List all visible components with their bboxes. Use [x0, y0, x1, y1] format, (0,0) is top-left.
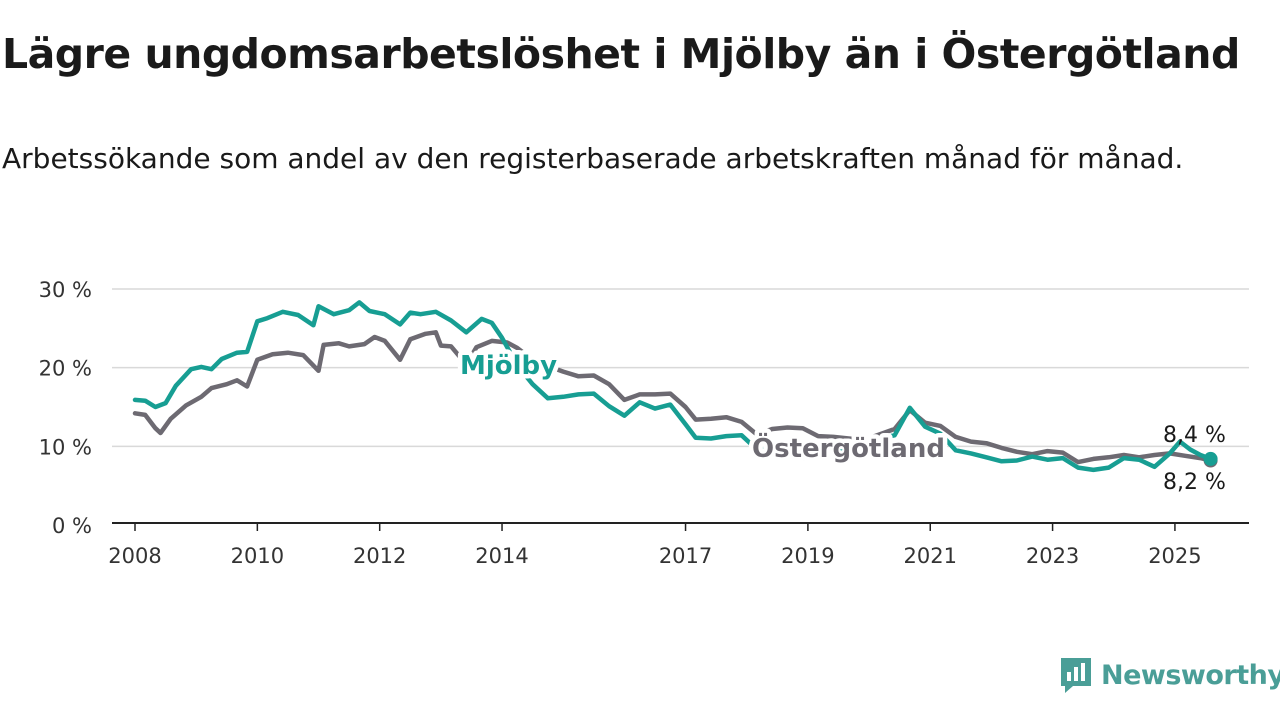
chart-title: Lägre ungdomsarbetslöshet i Mjölby än i … — [2, 30, 1240, 78]
chart-subtitle: Arbetssökande som andel av den registerb… — [2, 142, 1184, 175]
x-tick-label: 2014 — [475, 544, 528, 568]
y-tick-label: 0 % — [52, 514, 92, 538]
y-gridlines — [112, 288, 1249, 448]
x-tick-label: 2023 — [1026, 544, 1079, 568]
y-tick-label: 30 % — [39, 278, 92, 302]
newsworthy-logo-icon — [1061, 658, 1091, 693]
end-marker-mjlby — [1203, 451, 1218, 466]
x-axis-ticks: 2008 2010 2012 2014 2017 2019 2021 2023 2025 — [108, 523, 1202, 568]
end-markers — [1203, 451, 1218, 468]
series-line-mjlby — [132, 300, 1213, 473]
series-line-stergtland — [132, 330, 1213, 465]
series-lines — [132, 300, 1213, 473]
x-tick-label: 2008 — [108, 544, 161, 568]
end-labels: 8,4 % 8,2 % — [1163, 423, 1226, 495]
y-tick-label: 20 % — [39, 357, 92, 381]
x-tick-label: 2019 — [781, 544, 834, 568]
y-tick-label: 10 % — [39, 435, 92, 459]
series-labels: Mjölby Östergötland — [456, 347, 950, 469]
newsworthy-logo: Newsworthy — [1059, 654, 1280, 696]
series-label-mjolby: Mjölby — [460, 351, 557, 381]
newsworthy-logo-text: Newsworthy — [1101, 659, 1280, 691]
x-tick-label: 2025 — [1148, 544, 1201, 568]
x-tick-label: 2017 — [659, 544, 712, 568]
y-axis-ticks: 0 % 10 % 20 % 30 % — [39, 278, 92, 538]
x-tick-label: 2021 — [904, 544, 957, 568]
x-tick-label: 2010 — [231, 544, 284, 568]
end-label-mjolby: 8,4 % — [1163, 423, 1226, 448]
end-label-ostergotland: 8,2 % — [1163, 470, 1226, 495]
x-tick-label: 2012 — [353, 544, 406, 568]
series-label-ostergotland: Östergötland — [752, 431, 945, 464]
